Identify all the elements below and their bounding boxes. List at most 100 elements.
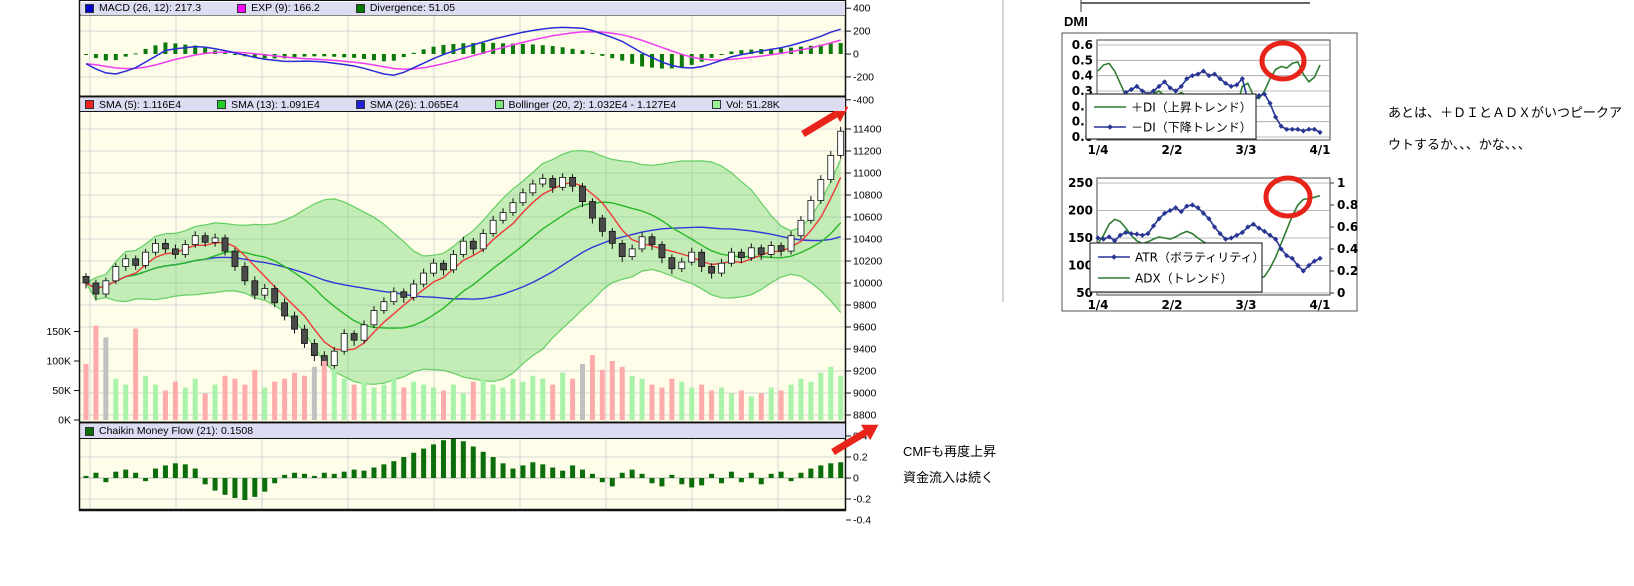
axis-tick-label: 2/2 [1161,298,1182,312]
axis-tick-label: -400 [853,94,874,106]
axis-tick-label: 0 [1337,286,1345,300]
axis-tick-label: 150K [46,326,71,338]
axis-tick-label: 250 [1068,176,1093,190]
cmf-annotation-line2: 資金流入は続く [903,470,995,485]
legend-swatch-icon [712,100,722,109]
axis-tick-label: 0.6 [1337,220,1358,234]
axis-tick-label: 0K [58,415,71,427]
axis-tick-label: 10600 [853,212,882,224]
axis-tick-label: ADX（トレンド） [1135,272,1233,286]
axis-tick-label: 4/1 [1309,298,1330,312]
axis-tick-label: -0.2 [853,494,871,506]
axis-tick-label: 9800 [853,300,877,312]
legend-swatch-icon [85,100,94,109]
axis-tick-label: 200 [853,26,871,38]
legend-swatch-icon [85,3,94,13]
legend-label: EXP (9): 166.2 [251,2,320,15]
axis-tick-label: 1/4 [1087,143,1108,157]
candles-layer [82,126,845,377]
axis-tick-label: 9000 [853,388,877,400]
peak-annotation-line1: あとは、＋ＤＩとＡＤＸがいつピークア [1388,105,1623,120]
legend-swatch-icon [355,3,365,13]
red-arrow-icon [831,424,879,456]
axis-tick-label: 10000 [853,278,882,290]
axis-tick-label: 2/2 [1161,143,1182,157]
cmf-series [83,439,844,501]
legend-item: MACD (26, 12): 217.3 [85,2,201,14]
peak-annotation-line2: ウトするか、、、かな、、、 [1388,137,1531,152]
legend-label: SMA (5): 1.116E4 [99,98,182,111]
legend-item: EXP (9): 166.2 [237,2,320,14]
legend-swatch-icon [494,100,504,109]
axis-tick-label: 9400 [853,344,877,356]
axis-tick-label: 3/3 [1235,143,1256,157]
axis-tick-label: 0.8 [1337,198,1358,212]
legend-swatch-icon [237,3,247,13]
legend-item: SMA (5): 1.116E4 [85,99,181,111]
axis-tick-label: 0 [853,49,859,61]
axis-tick-label: 50K [52,385,71,397]
axis-tick-label: 10800 [853,190,882,202]
axis-tick-label: 10200 [853,256,882,268]
legend-label: MACD (26, 12): 217.3 [99,2,202,15]
panel-borders [78,0,847,512]
legend-label: SMA (26): 1.065E4 [369,98,459,111]
legend-label: Chaikin Money Flow (21): 0.1508 [99,425,254,437]
legend-item: Bollinger (20, 2): 1.032E4 - 1.127E4 [494,98,677,111]
volume-layer [83,325,844,420]
cmf-legend: Chaikin Money Flow (21): 0.1508 [81,424,845,438]
axis-tick-label: 0.4 [1337,242,1358,256]
axis-tick-label: 1 [1337,176,1345,190]
axis-tick-label: 10400 [853,234,882,246]
legend-item: Chaikin Money Flow (21): 0.1508 [85,425,253,437]
axis-tick-label: 1/4 [1087,298,1108,312]
legend-label: Divergence: 51.05 [369,2,456,15]
axis-tick-label: 0.6 [1072,38,1093,52]
cmf-annotation-line1: CMFも再度上昇 [903,444,997,459]
legend-label: SMA (13): 1.091E4 [231,98,320,111]
red-circle-annotation [1259,40,1307,82]
macd-legend: MACD (26, 12): 217.3 EXP (9): 166.2 Diverg… [81,2,845,15]
legend-swatch-icon [85,426,94,436]
axis-tick-label: 3/3 [1235,298,1256,312]
macd-series [84,26,843,76]
axis-tick-label: 4/1 [1309,143,1330,157]
axis-labels: 400 200 0 -200 -400 11400 11200 11000 10800 10600… [46,3,882,527]
legend-label: Vol: 51.28K [726,98,780,111]
axis-tick-label: 0.2 [1337,264,1358,278]
legend-item: Divergence: 51.05 [355,2,456,15]
axis-tick-label: 11200 [853,146,882,158]
red-circle-annotation [1263,175,1313,219]
axis-tick-label: 0 [853,473,859,485]
axis-tick-label: 9600 [853,322,877,334]
axis-tick-label: 9200 [853,366,877,378]
axis-tick-label: 400 [853,3,871,15]
axis-tick-label: －DI（下降トレンド） [1131,121,1252,135]
legend-item: SMA (26): 1.065E4 [355,98,459,111]
right-charts: 0.60.50.40.30.20.10.01/4 2/2 3/3 4/1＋DI（上昇ト… [1002,0,1358,312]
axis-tick-label: 200 [1068,204,1093,218]
axis-tick-label: ＋DI（上昇トレンド） [1131,101,1252,115]
price-legend: SMA (5): 1.116E4 SMA (13): 1.091E4 SMA (26… [81,98,845,111]
axis-tick-label: 150 [1068,231,1093,245]
legend-swatch-icon [355,100,365,109]
axis-tick-label: -200 [853,71,874,83]
axis-tick-label: 11400 [853,124,882,136]
axis-tick-label: 0.4 [1072,69,1093,83]
axis-tick-label: 50 [1076,286,1093,300]
axis-tick-label: 11000 [853,168,882,180]
axis-tick-label: 0.2 [853,452,868,464]
legend-label: Bollinger (20, 2): 1.032E4 - 1.127E4 [508,98,677,111]
axis-tick-label: 0.5 [1072,53,1093,67]
axis-tick-label: ATR（ボラティリティ） [1135,251,1265,265]
axis-tick-label: 100 [1068,259,1093,273]
axis-tick-label: 100K [46,356,71,368]
axis-tick-label: -0.4 [853,515,871,527]
legend-item: SMA (13): 1.091E4 [217,99,320,111]
dmi-chart-title: DMI [1064,14,1088,29]
legend-item: Vol: 51.28K [712,99,780,111]
axis-tick-label: 8800 [853,410,877,422]
legend-swatch-icon [217,100,227,109]
